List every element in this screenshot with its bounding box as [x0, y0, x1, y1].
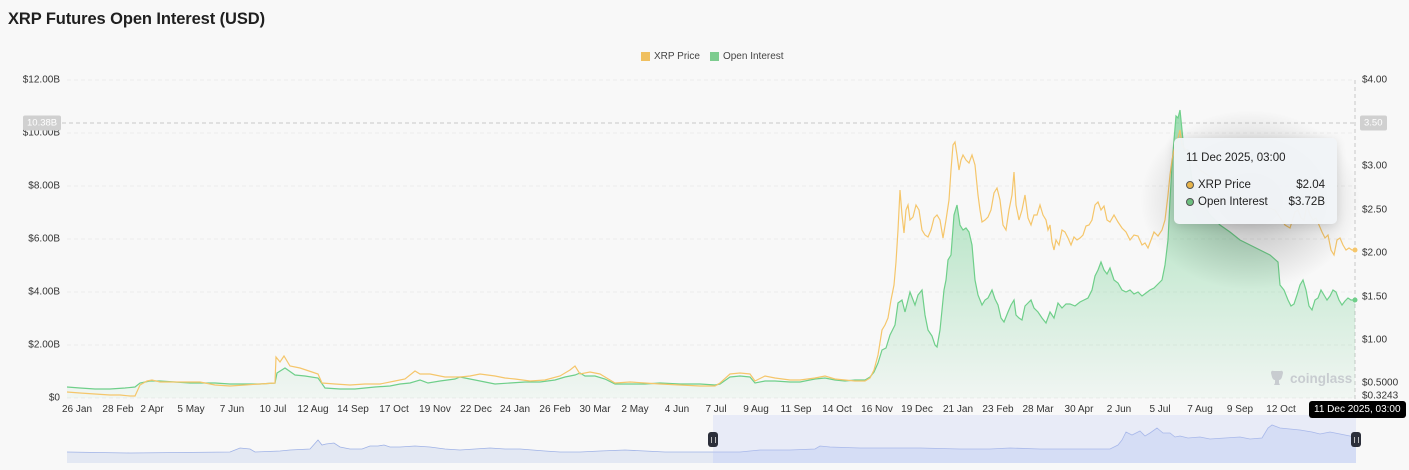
x-axis-tick: 23 Feb [982, 404, 1014, 415]
right-axis-tick: $2.00 [1362, 247, 1388, 259]
legend-label: XRP Price [654, 51, 700, 62]
chart-title: XRP Futures Open Interest (USD) [8, 10, 265, 28]
tooltip-value: $2.04 [1296, 178, 1325, 191]
x-axis-tick: 5 May [177, 404, 205, 415]
legend-swatch-xrp-price-icon [641, 52, 650, 61]
left-axis-tick: $4.00B [28, 286, 60, 298]
left-crosshair-value: 10.38B [23, 115, 62, 131]
tooltip-label: XRP Price [1198, 178, 1251, 191]
x-axis-tick: 7 Aug [1187, 404, 1213, 415]
right-axis-tick: $2.50 [1362, 204, 1388, 216]
tooltip-row-open-interest: Open Interest $3.72B [1186, 193, 1325, 210]
x-axis-tick: 21 Jan [942, 404, 974, 415]
coinglass-watermark: coinglass [1268, 369, 1352, 387]
left-axis-tick: $2.00B [28, 339, 60, 351]
watermark-text: coinglass [1290, 370, 1353, 386]
right-axis-tick: $4.00 [1362, 74, 1388, 86]
x-axis-tick: 19 Dec [901, 404, 933, 415]
x-axis-tick: 28 Mar [1022, 404, 1054, 415]
gridlines [67, 79, 1355, 399]
x-axis-tick: 24 Jan [499, 404, 531, 415]
right-axis-tick: $0.5000 [1362, 377, 1399, 389]
navigator-left-handle[interactable] [708, 432, 718, 447]
x-axis-tick: 12 Aug [297, 404, 329, 415]
x-axis-tick: 14 Sep [337, 404, 369, 415]
x-axis-tick: 28 Feb [102, 404, 134, 415]
price-crosshair-marker [1352, 247, 1358, 253]
oi-crosshair-marker [1352, 297, 1358, 303]
right-axis-tick: $0.3243 [1362, 390, 1399, 402]
xrp-price-dot-icon [1186, 180, 1194, 189]
right-axis-tick: $3.00 [1362, 160, 1388, 172]
legend-swatch-open-interest-icon [709, 52, 719, 61]
legend-label: Open Interest [722, 51, 784, 62]
x-axis-tick: 12 Oct [1266, 404, 1296, 415]
tooltip-date: 11 Dec 2025, 03:00 [1186, 152, 1286, 164]
right-axis-tick: $1.00 [1362, 334, 1388, 346]
legend-item-open-interest[interactable]: Open Interest [709, 51, 784, 62]
tooltip-label: Open Interest [1198, 195, 1268, 208]
x-axis-tick: 9 Sep [1226, 404, 1254, 415]
x-axis-tick: 5 Jul [1149, 404, 1171, 415]
navigator-chart [66, 415, 1357, 463]
x-axis-tick: 7 Jun [219, 404, 245, 415]
x-axis-tick: 2 Apr [140, 404, 164, 415]
coinglass-logo-icon [1271, 370, 1283, 385]
right-crosshair-value: 3.50 [1360, 115, 1387, 131]
x-axis-tick: 9 Aug [743, 404, 769, 415]
x-axis-tick: 10 Jul [259, 404, 287, 415]
chart-legend: XRP Price Open Interest [641, 51, 784, 62]
left-axis-tick: $0 [48, 392, 60, 404]
x-axis-tick: 30 Mar [579, 404, 611, 415]
x-axis-tick: 16 Nov [861, 404, 893, 415]
x-axis-tick: 26 Jan [61, 404, 93, 415]
x-axis-tick: 19 Nov [419, 404, 451, 415]
left-axis-tick: $8.00B [28, 180, 60, 192]
right-axis-tick: $1.50 [1362, 291, 1388, 303]
chart-tooltip: 11 Dec 2025, 03:00 XRP Price $2.04 Open … [1174, 138, 1337, 224]
left-axis-tick: $10.00B [22, 127, 60, 139]
navigator-right-handle[interactable] [1351, 432, 1361, 447]
left-axis-tick: $12.00B [22, 74, 60, 86]
x-axis-tick: 14 Oct [822, 404, 852, 415]
tooltip-value: $3.72B [1288, 195, 1325, 208]
x-axis-tick: 17 Oct [379, 404, 409, 415]
x-axis-tick: 4 Jun [664, 404, 690, 415]
x-axis-tick: 30 Apr [1064, 404, 1094, 415]
left-axis-tick: $6.00B [28, 233, 60, 245]
x-axis-tick: 26 Feb [539, 404, 571, 415]
x-crosshair-label: 11 Dec 2025, 03:00 [1309, 401, 1406, 418]
x-axis-tick: 2 Jun [1106, 404, 1132, 415]
x-axis-tick: 2 May [621, 404, 649, 415]
x-axis-tick: 7 Jul [705, 404, 727, 415]
x-axis-tick: 22 Dec [460, 404, 492, 415]
x-axis-tick: 11 Sep [780, 404, 812, 415]
open-interest-area [67, 110, 1355, 398]
open-interest-dot-icon [1186, 197, 1194, 206]
legend-item-xrp-price[interactable]: XRP Price [641, 51, 700, 62]
tooltip-row-xrp-price: XRP Price $2.04 [1186, 176, 1325, 193]
